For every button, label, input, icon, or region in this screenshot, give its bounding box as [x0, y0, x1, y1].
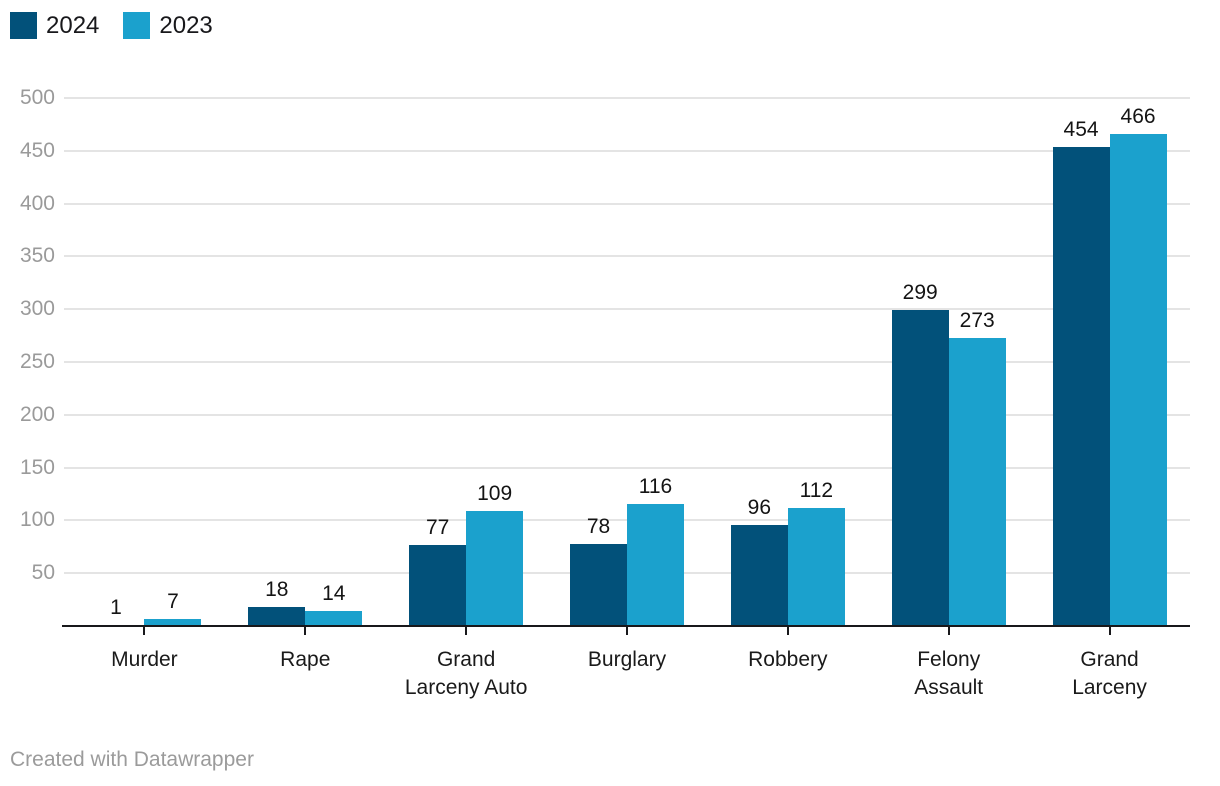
- legend-item-2023: 2023: [123, 12, 213, 39]
- bar-2023-grand-larceny: [1109, 134, 1167, 626]
- gridline-150: [64, 466, 1190, 469]
- value-label-2023-grand-larceny-auto: 109: [477, 482, 513, 505]
- x-tick-0: [143, 627, 146, 635]
- gridline-200: [64, 413, 1190, 416]
- category-label-robbery: Robbery: [748, 648, 828, 671]
- category-label-burglary: Burglary: [587, 648, 667, 671]
- y-axis-label-150: 150: [19, 455, 55, 479]
- bar-2024-rape: [248, 607, 306, 626]
- legend-swatch-2023: [123, 12, 151, 39]
- category-label-grand-larceny-auto: Grand Larceny Auto: [404, 648, 528, 699]
- x-tick-6: [1108, 627, 1111, 635]
- value-label-2024-grand-larceny-auto: 77: [425, 516, 450, 539]
- x-tick-2: [465, 627, 468, 635]
- category-label-grand-larceny: Grand Larceny: [1072, 648, 1147, 699]
- value-label-2024-burglary: 78: [586, 515, 611, 538]
- category-label-felony-assault: Felony Assault: [914, 648, 984, 699]
- y-axis-label-300: 300: [19, 297, 55, 321]
- legend-label-2024: 2024: [46, 12, 100, 39]
- value-label-2024-rape: 18: [265, 578, 289, 601]
- value-label-2024-felony-assault: 299: [902, 281, 938, 304]
- bar-2024-grand-larceny-auto: [409, 545, 467, 626]
- bar-2024-felony-assault: [891, 310, 949, 626]
- y-axis-label-500: 500: [19, 86, 55, 109]
- gridline-450: [64, 149, 1190, 152]
- y-axis-label-350: 350: [19, 244, 55, 268]
- bar-2023-murder: [144, 619, 202, 626]
- y-axis-label-450: 450: [19, 138, 55, 162]
- bar-2024-grand-larceny: [1052, 147, 1110, 626]
- gridline-400: [64, 202, 1190, 205]
- value-label-2024-robbery: 96: [747, 496, 772, 519]
- value-label-2024-murder: 1: [110, 596, 122, 619]
- gridline-500: [64, 97, 1190, 99]
- x-tick-3: [626, 627, 628, 635]
- category-label-murder: Murder: [111, 648, 178, 671]
- gridline-300: [64, 308, 1190, 311]
- legend-swatch-2024: [10, 12, 37, 39]
- bar-2023-grand-larceny-auto: [466, 511, 524, 626]
- x-tick-1: [304, 627, 307, 635]
- legend-item-2024: 2024: [10, 12, 99, 39]
- value-label-2023-murder: 7: [167, 590, 179, 613]
- bar-2024-burglary: [570, 544, 627, 626]
- gridline-250: [64, 361, 1190, 363]
- legend-label-2023: 2023: [159, 12, 213, 39]
- legend: 2024 2023: [10, 12, 213, 39]
- value-label-2023-grand-larceny: 466: [1120, 105, 1156, 128]
- y-axis-label-400: 400: [19, 191, 55, 215]
- value-label-2023-robbery: 112: [799, 479, 834, 502]
- category-label-rape: Rape: [280, 648, 331, 671]
- y-axis-label-250: 250: [19, 350, 55, 373]
- gridline-350: [64, 255, 1190, 258]
- bar-2024-robbery: [730, 525, 788, 626]
- y-axis-label-200: 200: [19, 402, 55, 426]
- bar-2023-robbery: [787, 508, 845, 626]
- attribution: Created with Datawrapper: [10, 748, 254, 771]
- x-axis-baseline: [62, 625, 1190, 627]
- value-label-2024-grand-larceny: 454: [1063, 118, 1099, 141]
- value-label-2023-felony-assault: 273: [959, 309, 995, 332]
- bar-2023-rape: [305, 611, 363, 626]
- x-tick-5: [947, 627, 950, 635]
- bar-2023-burglary: [627, 504, 684, 626]
- y-axis-label-100: 100: [19, 508, 55, 532]
- y-axis-label-50: 50: [31, 561, 55, 585]
- bar-2023-felony-assault: [948, 338, 1006, 626]
- x-tick-4: [786, 627, 789, 635]
- value-label-2023-burglary: 116: [638, 475, 673, 498]
- value-label-2023-rape: 14: [322, 582, 346, 605]
